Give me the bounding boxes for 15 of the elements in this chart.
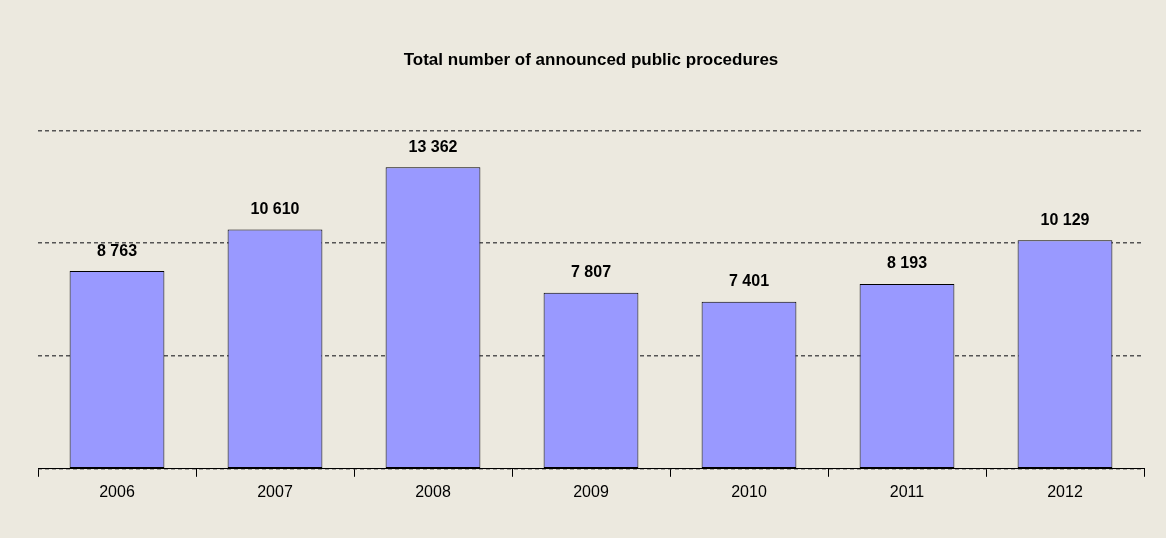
- data-label: 8 193: [886, 254, 928, 272]
- x-tick-label: 2007: [257, 482, 293, 500]
- x-tick-label: 2009: [573, 482, 609, 500]
- data-label: 7 401: [728, 272, 770, 290]
- x-tick-label: 2008: [415, 482, 451, 500]
- x-tick-label: 2006: [99, 482, 135, 500]
- data-label: 10 610: [250, 199, 300, 217]
- data-label: 7 807: [570, 263, 612, 281]
- data-label: 10 129: [1040, 210, 1090, 228]
- data-label: 13 362: [408, 137, 458, 155]
- data-label: 8 763: [96, 241, 138, 259]
- x-tick-label: 2010: [731, 482, 767, 500]
- x-tick-label: 2012: [1047, 482, 1083, 500]
- chart-title: Total number of announced public procedures: [403, 49, 779, 69]
- x-tick-label: 2011: [889, 482, 925, 500]
